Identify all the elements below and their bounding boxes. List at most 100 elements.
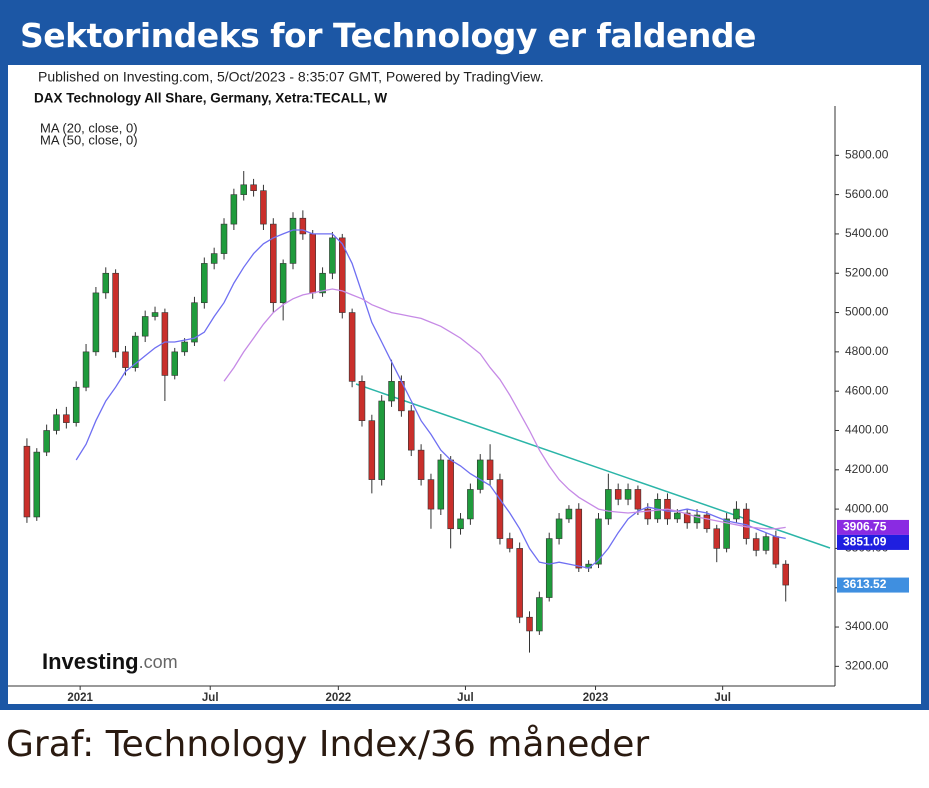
candle-body (614, 489, 622, 500)
candle-body (23, 445, 31, 518)
candle-body (555, 518, 563, 539)
candle-body (526, 616, 533, 632)
x-tick-label: Jul (202, 692, 219, 704)
candle-body (703, 514, 711, 530)
candle-body (132, 335, 139, 368)
candle-body (772, 536, 780, 565)
y-tick-label: 3200.00 (845, 659, 889, 673)
candle-body (72, 386, 80, 423)
candle-body (33, 451, 41, 518)
candle-body (447, 459, 454, 530)
candle-body (782, 563, 789, 586)
y-tick-label: 5800.00 (845, 147, 889, 161)
candle-body (575, 508, 583, 569)
candle-body (624, 489, 632, 500)
x-tick-label: Jul (457, 692, 474, 704)
candle-body (250, 184, 257, 191)
y-tick-label: 4600.00 (845, 383, 889, 397)
candle-body (674, 512, 681, 520)
price-label-box (837, 534, 909, 550)
candle-body (595, 518, 602, 565)
candle-body (92, 292, 100, 353)
candle-body (82, 351, 90, 388)
candle-body (339, 237, 346, 313)
logo-suffix: .com (139, 652, 178, 672)
ma-line (223, 288, 786, 530)
candle-body (634, 489, 642, 510)
candle-body (270, 223, 277, 304)
candle-body (486, 459, 494, 480)
chart: Published on Investing.com, 5/Oct/2023 -… (8, 65, 921, 704)
candle-body (220, 223, 228, 254)
candle-body (102, 272, 110, 294)
candle-body (43, 430, 50, 453)
y-tick-label: 4000.00 (845, 501, 889, 515)
candle-body (309, 233, 316, 294)
candle-body (112, 272, 119, 353)
trend-line (355, 383, 831, 549)
chart-subtitle: DAX Technology All Share, Germany, Xetra… (34, 91, 387, 106)
candle-body (752, 538, 760, 551)
candle-body (644, 508, 652, 520)
candle-body (388, 381, 395, 402)
candle-body (407, 410, 415, 451)
caption: Graf: Technology Index/36 måneder (6, 724, 650, 765)
candle-body (457, 518, 464, 530)
price-label: 3851.09 (843, 535, 887, 549)
candle-body (329, 237, 336, 274)
candle-body (319, 272, 326, 294)
candle-body (191, 302, 198, 343)
candle-body (358, 381, 366, 421)
y-tick-label: 5000.00 (845, 305, 889, 319)
candle-body (368, 420, 376, 480)
candle-body (161, 312, 169, 376)
y-tick-label: 4200.00 (845, 462, 889, 476)
candle-body (230, 194, 238, 225)
logo: Investing.com (42, 649, 178, 674)
y-tick-label: 5400.00 (845, 226, 889, 240)
candle-body (683, 512, 691, 524)
candle-body (496, 479, 504, 539)
candle-body (279, 263, 287, 304)
legend-entry: MA (20, close, 0) (40, 120, 138, 135)
y-tick-label: 4400.00 (845, 423, 889, 437)
x-tick-label: Jul (714, 692, 731, 704)
candle-body (427, 479, 435, 510)
x-tick-label: 2021 (67, 692, 93, 704)
y-tick-label: 5600.00 (845, 187, 889, 201)
price-label-box (837, 577, 909, 593)
candle-body (516, 548, 523, 618)
candle-body (565, 508, 573, 520)
candle-body (181, 341, 188, 353)
candle-body (289, 217, 297, 264)
y-tick-label: 5200.00 (845, 265, 889, 279)
candle-body (506, 538, 514, 549)
candle-body (536, 597, 543, 632)
published-note: Published on Investing.com, 5/Oct/2023 -… (38, 69, 544, 85)
y-tick-label: 3400.00 (845, 619, 889, 633)
frame: Sektorindeks for Technology er faldende … (0, 0, 929, 710)
ma-line (75, 229, 786, 569)
x-tick-label: 2023 (583, 692, 609, 704)
x-tick-label: 2022 (326, 692, 352, 704)
candle-body (210, 253, 218, 264)
page-title: Sektorindeks for Technology er faldende (20, 16, 756, 55)
price-label-box (837, 519, 909, 535)
candle-body (723, 518, 730, 549)
price-label: 3613.52 (843, 577, 887, 591)
candle-body (240, 184, 247, 195)
candle-body (437, 459, 445, 510)
candle-body (417, 449, 425, 480)
candle-body (693, 514, 701, 524)
candle-body (733, 508, 740, 520)
candle-body (299, 217, 307, 235)
candle-body (348, 312, 356, 382)
y-tick-label: 4800.00 (845, 344, 889, 358)
candle-body (762, 536, 770, 551)
candle-body (605, 489, 612, 520)
candle-body (151, 312, 159, 317)
candle-body (378, 400, 385, 480)
candle-body (63, 414, 70, 423)
price-label: 3906.75 (843, 520, 887, 534)
